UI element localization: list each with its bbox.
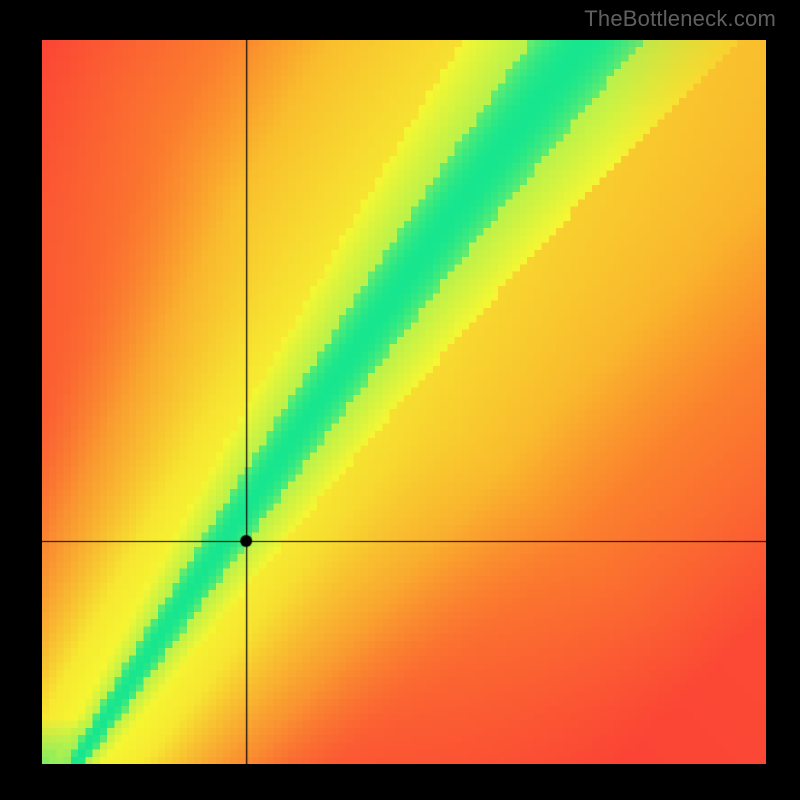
watermark-text: TheBottleneck.com: [584, 6, 776, 32]
bottleneck-heatmap: [42, 40, 766, 764]
chart-frame: TheBottleneck.com: [0, 0, 800, 800]
